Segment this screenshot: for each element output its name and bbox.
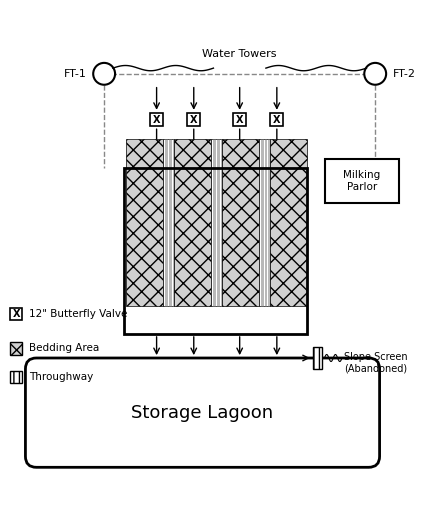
Text: X: X: [273, 115, 281, 125]
Text: Slope Screen
(Abandoned): Slope Screen (Abandoned): [344, 352, 408, 373]
Text: X: X: [236, 115, 243, 125]
Bar: [150, 113, 163, 126]
Bar: [10, 371, 22, 383]
Bar: [211, 139, 222, 306]
Text: X: X: [190, 115, 198, 125]
Bar: [222, 139, 259, 306]
Bar: [10, 342, 22, 354]
Bar: [270, 139, 308, 306]
Text: Bedding Area: Bedding Area: [29, 343, 99, 353]
Text: X: X: [153, 115, 160, 125]
Bar: [163, 139, 174, 306]
Bar: [325, 159, 399, 203]
Text: Milking
Parlor: Milking Parlor: [344, 170, 381, 192]
Text: Storage Lagoon: Storage Lagoon: [132, 403, 274, 422]
Bar: [174, 139, 211, 306]
Bar: [187, 113, 200, 126]
Bar: [270, 113, 283, 126]
Text: FT-1: FT-1: [64, 69, 87, 79]
Circle shape: [93, 63, 115, 84]
Bar: [259, 139, 270, 306]
Text: X: X: [12, 309, 20, 319]
FancyBboxPatch shape: [26, 358, 380, 467]
Bar: [124, 168, 308, 334]
Text: Throughway: Throughway: [29, 372, 93, 382]
Bar: [126, 139, 163, 306]
Bar: [233, 113, 246, 126]
Text: 12" Butterfly Valve: 12" Butterfly Valve: [29, 309, 127, 319]
Circle shape: [364, 63, 386, 84]
Text: FT-2: FT-2: [393, 69, 416, 79]
Bar: [313, 347, 323, 369]
Text: Water Towers: Water Towers: [202, 49, 277, 59]
Bar: [10, 308, 22, 320]
